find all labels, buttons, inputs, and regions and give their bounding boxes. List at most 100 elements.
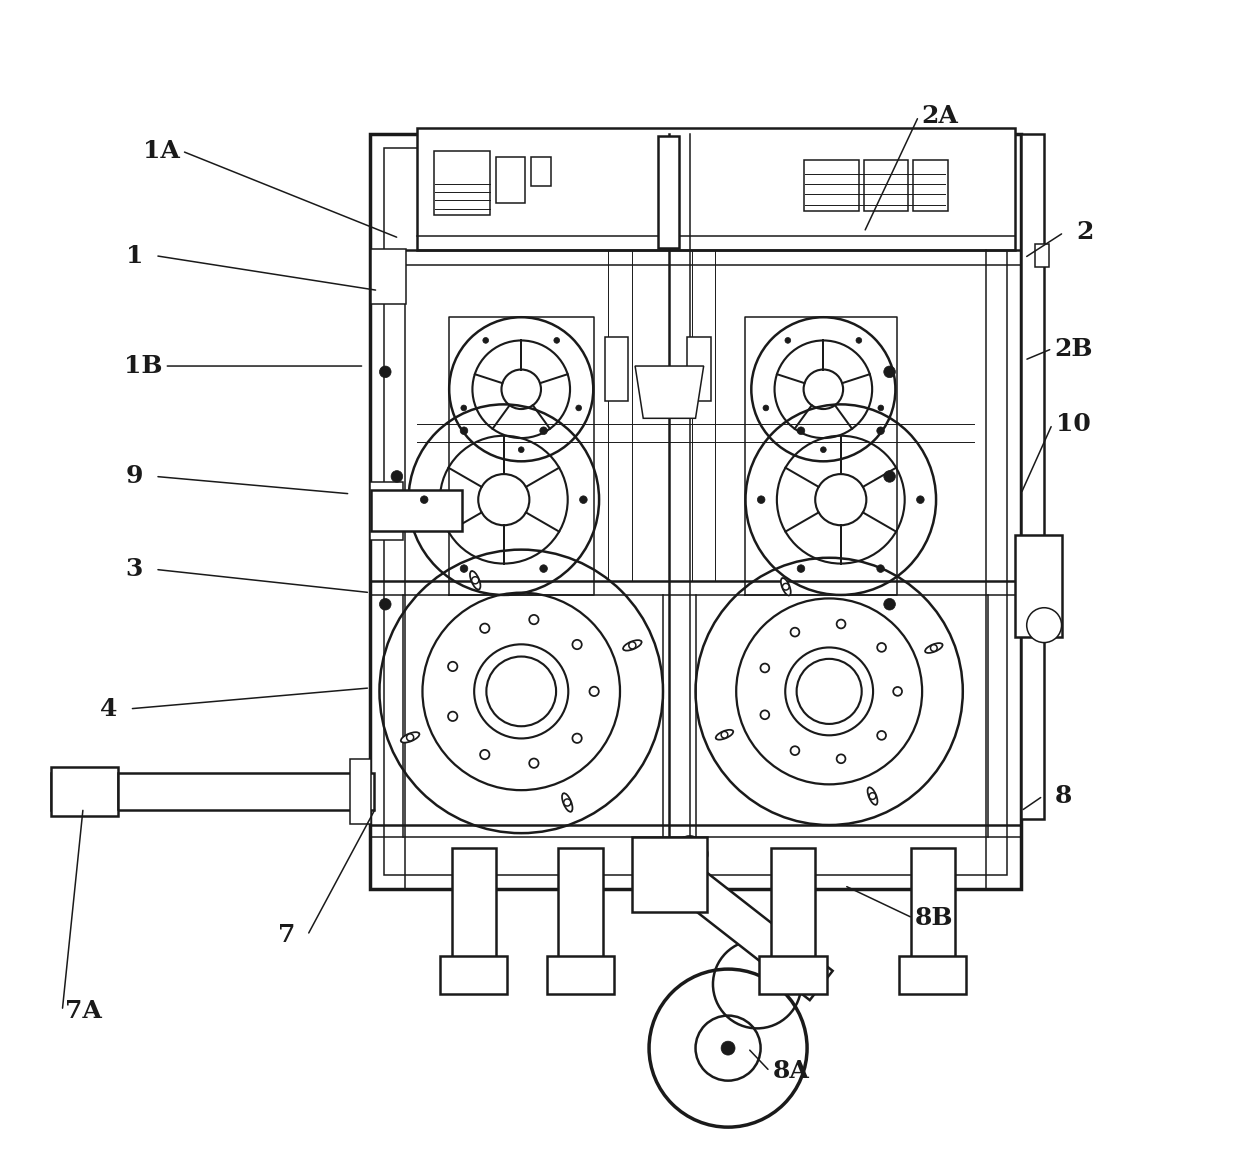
Ellipse shape <box>781 578 791 595</box>
Circle shape <box>589 687 599 696</box>
Bar <box>547 956 614 994</box>
Circle shape <box>877 731 887 740</box>
Circle shape <box>399 503 415 519</box>
Bar <box>440 956 507 994</box>
Bar <box>899 956 966 994</box>
Text: 8: 8 <box>1055 784 1073 808</box>
Circle shape <box>877 426 884 435</box>
Circle shape <box>869 792 875 799</box>
Circle shape <box>518 447 525 452</box>
Text: 7: 7 <box>278 924 295 947</box>
Circle shape <box>884 366 895 378</box>
Circle shape <box>916 496 924 503</box>
Circle shape <box>441 503 458 519</box>
Circle shape <box>212 779 238 804</box>
Bar <box>910 848 955 959</box>
Text: 8B: 8B <box>914 906 954 930</box>
Circle shape <box>791 627 800 637</box>
Ellipse shape <box>470 571 480 589</box>
Text: 4: 4 <box>100 697 118 720</box>
Circle shape <box>554 337 559 343</box>
Bar <box>371 482 403 540</box>
Bar <box>658 136 680 248</box>
Circle shape <box>529 615 538 624</box>
Bar <box>351 759 371 824</box>
Bar <box>451 848 496 959</box>
Circle shape <box>1027 608 1061 643</box>
Circle shape <box>573 640 582 650</box>
Bar <box>759 956 827 994</box>
Circle shape <box>471 576 479 583</box>
Circle shape <box>249 779 275 804</box>
Bar <box>687 337 711 401</box>
Circle shape <box>877 565 884 573</box>
Text: 1: 1 <box>125 244 143 267</box>
Circle shape <box>539 426 547 435</box>
Circle shape <box>797 426 805 435</box>
Circle shape <box>791 746 800 755</box>
Circle shape <box>884 471 895 482</box>
Circle shape <box>391 471 403 482</box>
Bar <box>804 160 859 211</box>
Bar <box>371 490 463 531</box>
Text: 9: 9 <box>125 465 143 488</box>
Bar <box>371 249 407 304</box>
Bar <box>558 848 603 959</box>
Circle shape <box>722 1041 735 1055</box>
Circle shape <box>480 749 490 759</box>
Circle shape <box>420 496 428 503</box>
Circle shape <box>629 641 636 648</box>
Text: 7A: 7A <box>64 999 102 1023</box>
Bar <box>631 837 707 912</box>
Bar <box>864 160 908 211</box>
Circle shape <box>529 759 538 768</box>
Circle shape <box>480 624 490 633</box>
Circle shape <box>461 406 466 411</box>
Bar <box>771 848 815 959</box>
Circle shape <box>573 733 582 743</box>
Text: 2A: 2A <box>921 105 959 128</box>
Circle shape <box>379 366 391 378</box>
Bar <box>417 128 1016 250</box>
Polygon shape <box>635 366 703 418</box>
Circle shape <box>575 406 582 411</box>
Circle shape <box>722 731 728 738</box>
Circle shape <box>758 496 765 503</box>
Bar <box>434 151 490 215</box>
Ellipse shape <box>562 794 573 812</box>
Text: 8A: 8A <box>773 1060 810 1083</box>
Text: 1A: 1A <box>143 139 180 163</box>
Circle shape <box>378 503 394 519</box>
Circle shape <box>448 711 458 720</box>
Text: 2: 2 <box>1076 221 1094 244</box>
Circle shape <box>460 426 467 435</box>
Text: 10: 10 <box>1055 413 1090 436</box>
Circle shape <box>448 662 458 672</box>
Circle shape <box>930 645 937 652</box>
Circle shape <box>856 337 862 343</box>
Circle shape <box>878 406 884 411</box>
Circle shape <box>760 710 769 719</box>
FancyBboxPatch shape <box>682 870 832 1000</box>
Text: 3: 3 <box>125 558 143 581</box>
Bar <box>51 767 118 816</box>
Text: 1B: 1B <box>124 354 162 378</box>
Bar <box>913 160 947 211</box>
Circle shape <box>672 837 707 872</box>
Circle shape <box>482 337 489 343</box>
Circle shape <box>539 565 547 573</box>
Circle shape <box>837 754 846 763</box>
Bar <box>496 157 525 203</box>
Circle shape <box>420 503 436 519</box>
Circle shape <box>893 687 901 696</box>
Circle shape <box>564 799 570 806</box>
Bar <box>605 337 629 401</box>
Bar <box>384 148 1007 875</box>
Bar <box>1016 535 1061 637</box>
Ellipse shape <box>868 788 878 805</box>
Ellipse shape <box>622 640 641 651</box>
Text: 2B: 2B <box>1054 337 1092 360</box>
Circle shape <box>760 664 769 673</box>
Circle shape <box>379 598 391 610</box>
Circle shape <box>821 447 826 452</box>
